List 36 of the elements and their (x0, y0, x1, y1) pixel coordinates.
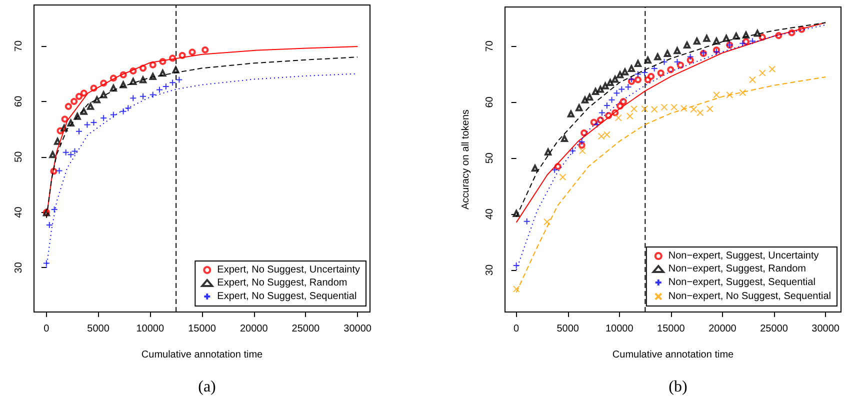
y-tick-label: 40 (14, 206, 24, 218)
y-tick-label: 50 (484, 152, 496, 164)
legend-label: Non−expert, No Suggest, Sequential (668, 291, 831, 302)
x-tick-label: 25000 (760, 324, 788, 334)
x-tick-label: 5000 (87, 324, 110, 334)
text: (a) (198, 378, 216, 396)
x-axis-title: Cumulative annotation time (141, 350, 264, 360)
legend-label: Expert, No Suggest, Uncertainty (217, 264, 360, 276)
x-tick-label: 20000 (240, 324, 268, 334)
x-tick-label: 20000 (708, 324, 737, 334)
legend-label: Expert, No Suggest, Random (217, 278, 348, 288)
y-axis-title: Accuracy on all tokens (460, 109, 472, 210)
x-tick-label: 30000 (812, 324, 840, 334)
x-tick-label: 0 (44, 324, 50, 334)
x-tick-label: 5000 (556, 324, 580, 334)
y-tick-label: 50 (14, 150, 24, 162)
x-tick-label: 15000 (657, 324, 686, 334)
y-tick-label: 40 (484, 208, 496, 220)
x-tick-label: 10000 (606, 324, 634, 334)
y-tick-label: 70 (484, 40, 496, 52)
y-tick-label: 30 (484, 264, 496, 276)
legend-label: Expert, No Suggest, Sequential (217, 291, 357, 302)
y-tick-label: 30 (14, 262, 24, 274)
text: (b) (668, 378, 688, 396)
x-tick-label: 10000 (136, 324, 164, 334)
x-tick-label: 15000 (188, 324, 216, 334)
y-tick-label: 60 (14, 95, 24, 107)
x-tick-label: 0 (514, 324, 520, 334)
legend-label: Non−expert, Suggest, Random (668, 264, 806, 274)
x-tick-label: 25000 (292, 324, 320, 334)
y-tick-label: 70 (14, 40, 24, 52)
legend-label: Non−expert, Suggest, Sequential (668, 277, 816, 288)
legend-label: Non−expert, Suggest, Uncertainty (668, 250, 819, 262)
y-tick-label: 60 (484, 96, 496, 108)
x-tick-label: 30000 (344, 324, 372, 334)
x-axis-title: Cumulative annotation time (612, 350, 734, 360)
